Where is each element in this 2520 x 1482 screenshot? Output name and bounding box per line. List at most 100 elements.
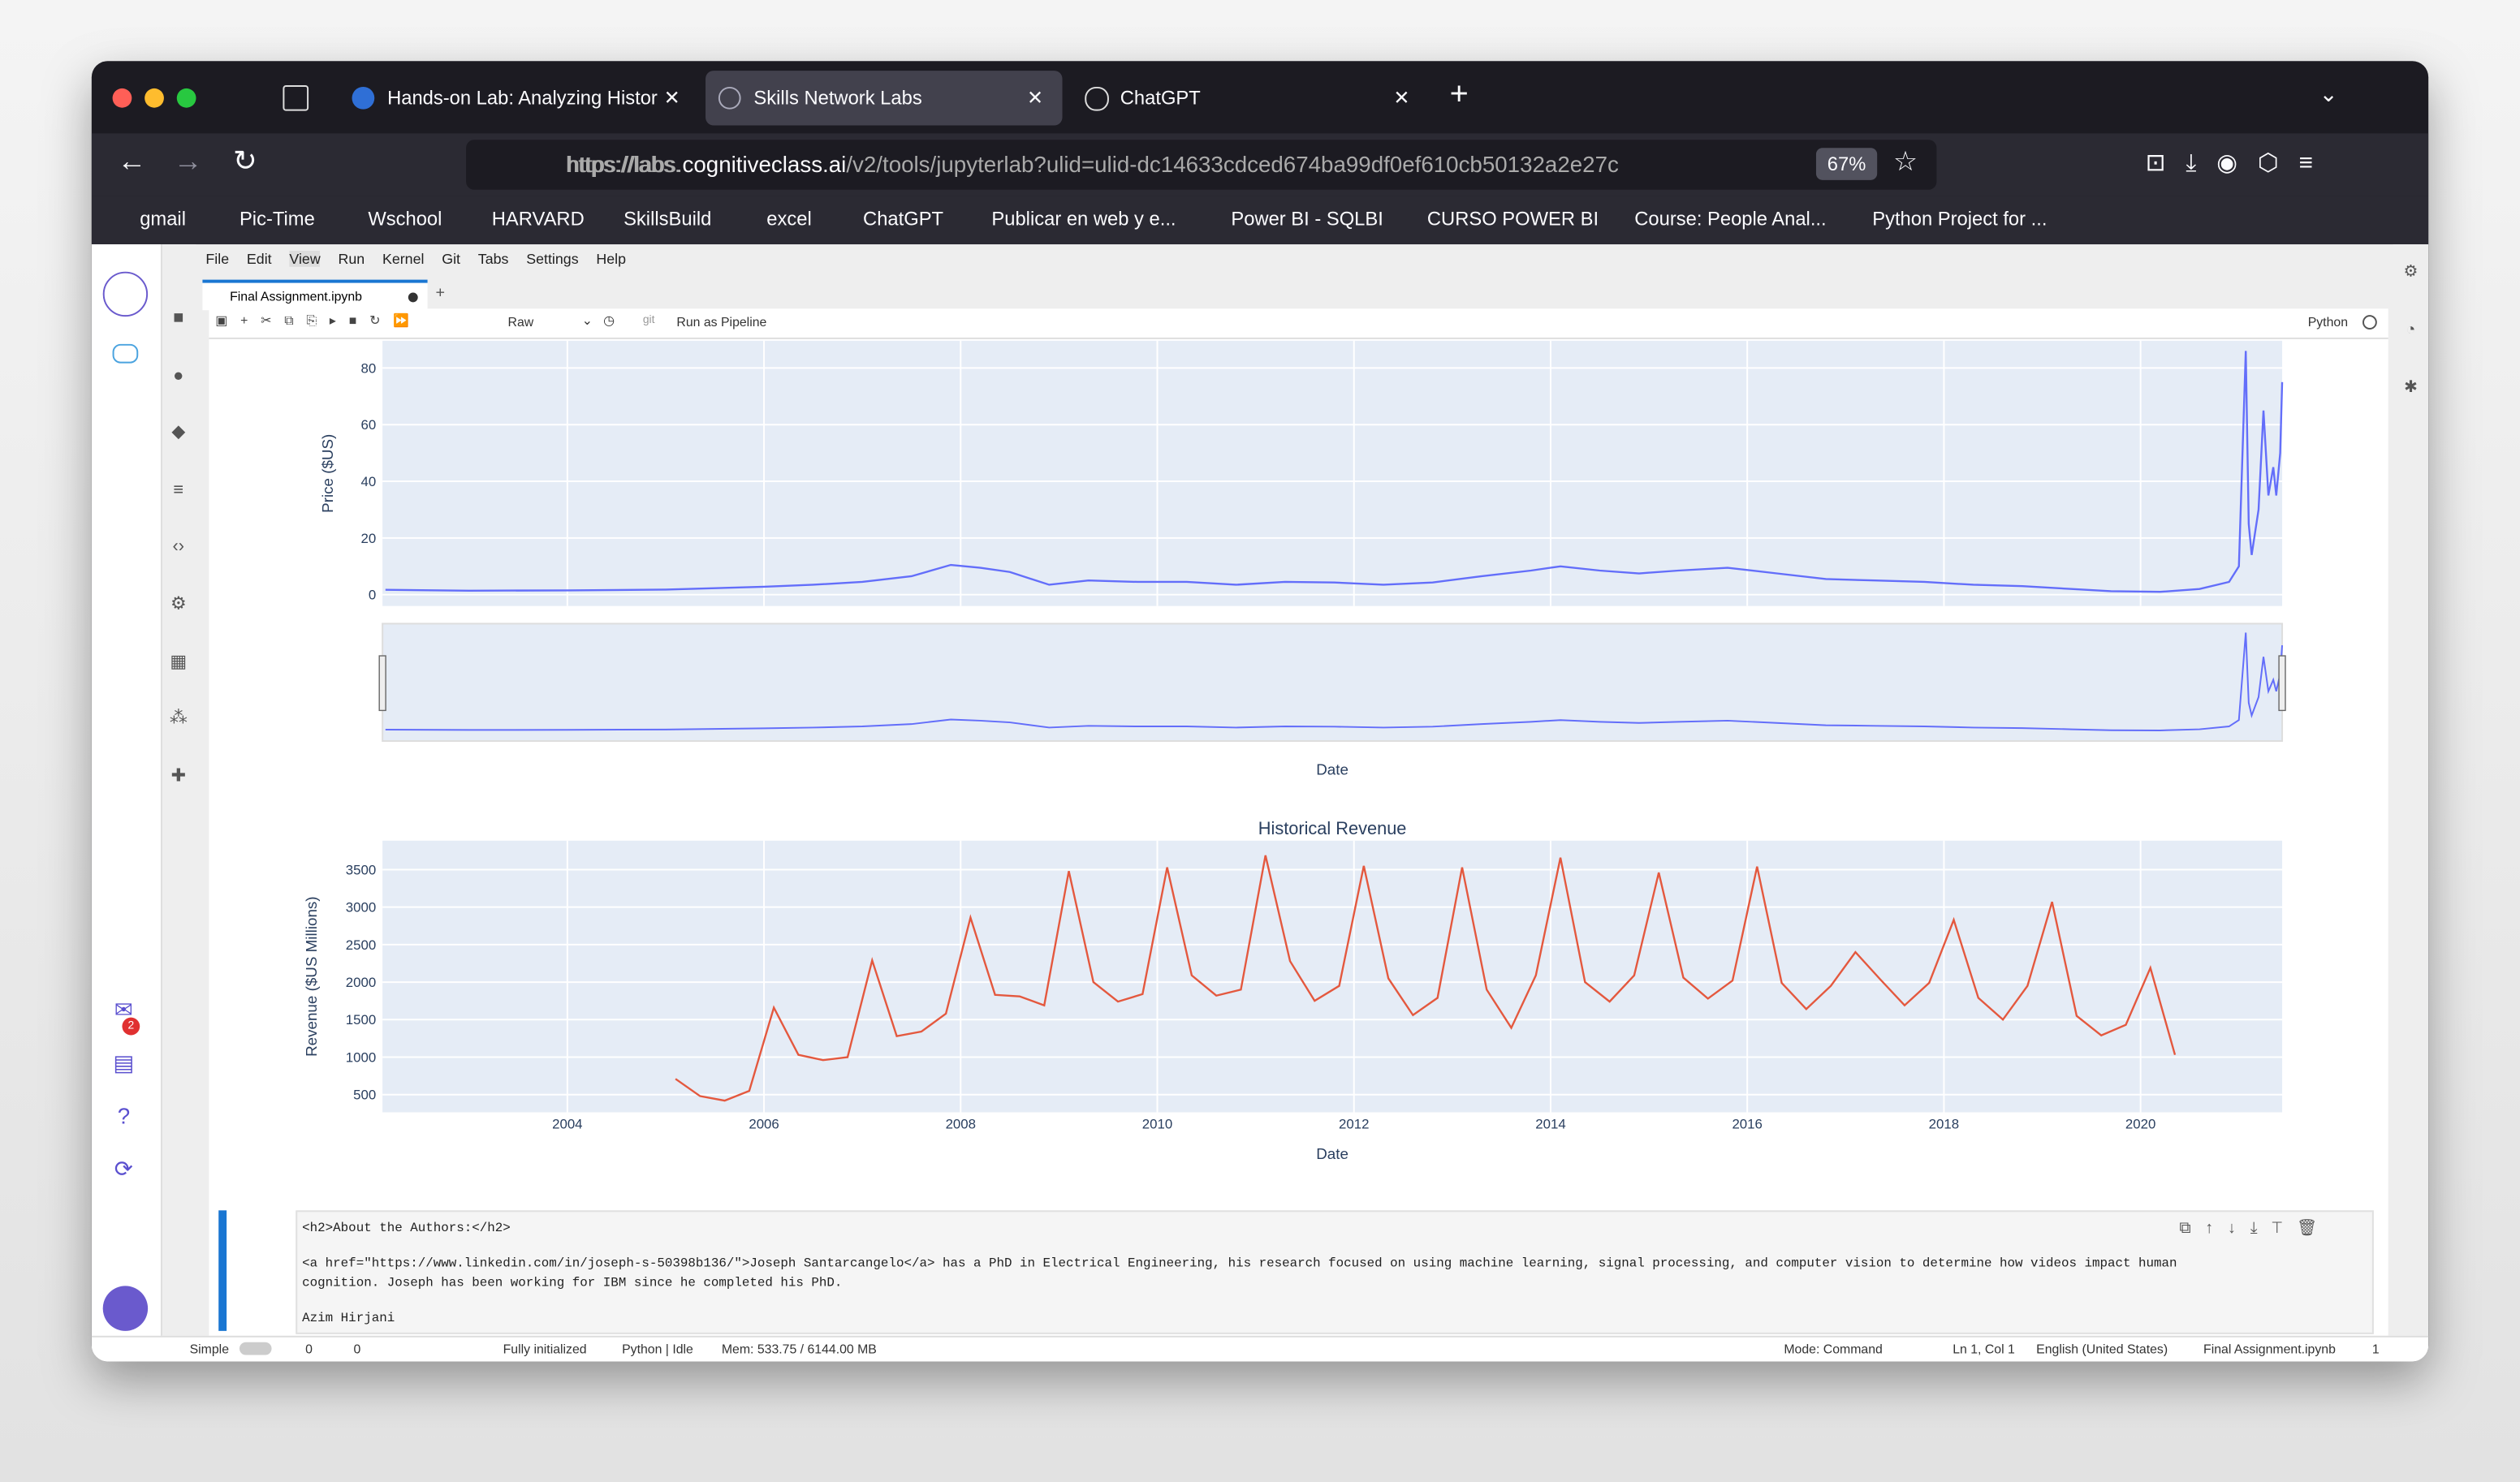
browser-tab[interactable]: Hands-on Lab: Analyzing Histor ✕: [339, 71, 696, 125]
browser-tab[interactable]: ChatGPT ✕: [1072, 71, 1428, 125]
kernel-status: [2362, 315, 2377, 330]
tab-overview[interactable]: [283, 84, 309, 111]
back-button[interactable]: ←: [117, 144, 147, 177]
bookmark[interactable]: excel: [766, 207, 812, 230]
activity-icons[interactable]: ■ ● ◆ ≡ ‹› ⚙ ▦ ⁂ ✚: [169, 308, 188, 786]
status-item: 1: [2371, 1342, 2380, 1357]
status-item[interactable]: Simple: [189, 1342, 230, 1357]
y-tick-label: 2000: [346, 975, 376, 990]
notebook-tab[interactable]: Final Assignment.ipynb: [202, 279, 428, 311]
y-tick-label: 40: [361, 474, 377, 489]
toolbar-buttons[interactable]: ▣+✂⧉⎘▸■↻⏩: [215, 313, 422, 329]
url-prefix: https://labs.: [567, 151, 683, 177]
x-tick-label: 2018: [1929, 1116, 1959, 1131]
x-axis-title: Date: [1316, 761, 1348, 778]
reload-button[interactable]: ↻: [233, 144, 257, 177]
minimize-button[interactable]: [145, 88, 164, 108]
run-pipeline[interactable]: Run as Pipeline: [676, 315, 767, 330]
x-axis-title: Date: [1316, 1145, 1348, 1162]
address-bar[interactable]: https://labs.: [466, 140, 1937, 190]
menu-item[interactable]: View: [289, 250, 321, 267]
cell-type[interactable]: Raw: [507, 315, 534, 330]
status-item[interactable]: Python | Idle: [622, 1342, 693, 1357]
tab-title: Skills Network Labs: [753, 86, 922, 110]
url-path: /v2/tools/jupyterlab?ulid=ulid-dc14633cd…: [846, 151, 1619, 177]
y-tick-label: 3000: [346, 900, 376, 915]
data-line: [675, 855, 2177, 1102]
status-bar: [91, 1335, 2429, 1362]
notebook-toolbar: ▣+✂⧉⎘▸■↻⏩ Raw ⌄ ◷ git Run as Pipeline Py…: [209, 308, 2388, 339]
y-tick-label: 80: [361, 360, 377, 376]
notebook-name: Final Assignment.ipynb: [230, 289, 362, 304]
dropdown[interactable]: ⌄ ◷: [581, 313, 615, 329]
url-prefix: https://labs.: [565, 151, 681, 177]
kernel-name[interactable]: Python: [2307, 315, 2349, 330]
bookmark[interactable]: Pic-Time: [239, 207, 315, 230]
menu-item[interactable]: Settings: [526, 250, 579, 267]
tab-close[interactable]: ✕: [1393, 86, 1410, 110]
y-tick-label: 1500: [346, 1012, 376, 1027]
bookmark[interactable]: Wschool: [368, 207, 442, 230]
status-item[interactable]: Ln 1, Col 1: [1953, 1342, 2015, 1357]
toolbar-icons[interactable]: ⊡ ⤓ ◉ ⬡ ≡: [2145, 149, 2313, 177]
tab-list[interactable]: ⌄: [2319, 80, 2338, 106]
menu-item[interactable]: Run: [338, 250, 365, 267]
y-tick-label: 3500: [346, 862, 376, 877]
bookmark[interactable]: Publicar en web y e...: [991, 207, 1176, 230]
x-tick-label: 2014: [1535, 1116, 1565, 1131]
new-tab[interactable]: +: [1449, 77, 1469, 113]
y-axis-title: Revenue ($US Millions): [303, 896, 320, 1056]
range-slider-line: [385, 632, 2284, 731]
x-tick-label: 2004: [552, 1116, 582, 1131]
y-tick-label: 0: [369, 588, 376, 603]
y-axis-title: Price ($US): [319, 434, 336, 513]
cell-line: cognition. Joseph has been working for I…: [302, 1276, 843, 1291]
tab-close[interactable]: ✕: [663, 86, 680, 110]
zoom-button[interactable]: [176, 88, 196, 108]
browser-tab-active[interactable]: Skills Network Labs ✕: [706, 71, 1063, 126]
right-sidebar[interactable]: ⚙ ◔ ✱: [2393, 244, 2429, 1338]
x-tick-label: 2012: [1339, 1116, 1369, 1131]
cell-line: <h2>About the Authors:</h2>: [302, 1221, 511, 1237]
git[interactable]: git: [642, 315, 655, 327]
zoom-level[interactable]: 67%: [1815, 148, 1878, 180]
cell-actions[interactable]: ⧉↑↓⤓⊤🗑: [2179, 1220, 2332, 1238]
y-tick-label: 20: [361, 531, 377, 546]
menu-item[interactable]: Edit: [246, 250, 272, 267]
bookmark[interactable]: Python Project for ...: [1872, 207, 2048, 230]
toggle[interactable]: [239, 1342, 272, 1355]
bookmark[interactable]: Course: People Anal...: [1634, 207, 1827, 230]
menu-item[interactable]: File: [205, 250, 230, 267]
cell-line: <a href="https://www.linkedin.com/in/jos…: [302, 1256, 2177, 1272]
data-line: [385, 351, 2284, 593]
y-tick-label: 500: [353, 1088, 376, 1103]
bookmark[interactable]: SkillsBuild: [624, 207, 712, 230]
plot-area: [382, 840, 2283, 1113]
bookmark[interactable]: CURSO POWER BI: [1426, 207, 1599, 230]
bookmark[interactable]: HARVARD: [491, 207, 585, 230]
bookmark[interactable]: gmail: [140, 207, 187, 230]
tab-close[interactable]: ✕: [1026, 86, 1043, 110]
cell-line: Azim Hirjani: [302, 1312, 395, 1326]
status-item: 0: [305, 1342, 313, 1357]
side-icons[interactable]: ✉ ▤? ⟳: [113, 996, 135, 1182]
bookmark[interactable]: Power BI - SQLBI: [1231, 207, 1383, 230]
bookmark-star[interactable]: ☆: [1892, 146, 1918, 177]
add-tab[interactable]: +: [435, 284, 446, 303]
markdown-cell[interactable]: <h2>About the Authors:</h2> <a href="htt…: [296, 1210, 2374, 1334]
menu-item[interactable]: Tabs: [477, 250, 509, 267]
status-item[interactable]: English (United States): [2036, 1342, 2168, 1357]
charts: 0 20 40 60 80 Date Price ($US) 2004 2006 2008 2010…: [303, 340, 2286, 1162]
x-tick-label: 2008: [946, 1116, 976, 1131]
forward-button[interactable]: →: [173, 144, 203, 177]
menu-item[interactable]: Help: [596, 250, 627, 267]
close-button[interactable]: [112, 88, 132, 108]
user-avatar[interactable]: [102, 1286, 149, 1331]
menu-item[interactable]: Kernel: [382, 250, 425, 267]
chat-icon[interactable]: [112, 343, 139, 364]
bookmark[interactable]: ChatGPT: [863, 207, 944, 230]
menu-item[interactable]: Git: [442, 250, 461, 267]
left-sidebar: ✉ ▤? ⟳ 2: [91, 244, 162, 1338]
badge: 2: [122, 1017, 140, 1036]
